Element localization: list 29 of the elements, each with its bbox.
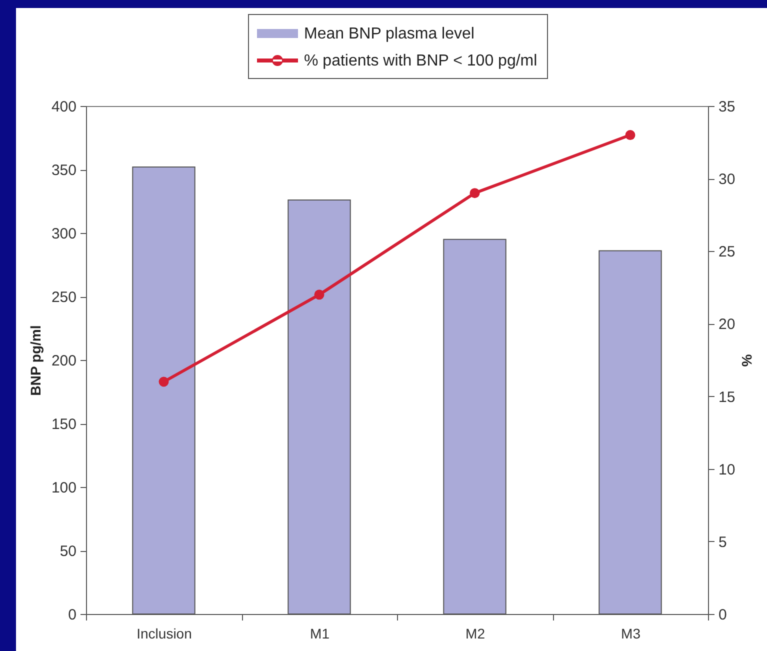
y-tick-label: 400 xyxy=(51,98,76,116)
y-tick-label: 100 xyxy=(51,480,76,496)
y-tick-label: 350 xyxy=(51,162,76,179)
x-tick-label: Inclusion xyxy=(136,626,192,642)
y2-tick-label: 20 xyxy=(718,316,736,334)
point xyxy=(470,188,480,198)
y-tick-label: 300 xyxy=(51,226,76,242)
x-tick-label: M3 xyxy=(621,626,641,642)
y2-tick-label: 0 xyxy=(718,606,727,624)
y-axis-title: BNP pg/ml xyxy=(27,325,44,396)
x-tick-label: M1 xyxy=(310,626,330,642)
y-tick-label: 150 xyxy=(51,416,76,433)
point xyxy=(158,376,169,387)
y-tick-label: 0 xyxy=(68,606,76,624)
point xyxy=(625,130,636,140)
y2-tick-label: 5 xyxy=(718,534,727,551)
y2-tick-label: 30 xyxy=(718,171,736,188)
y2-tick-label: 35 xyxy=(718,98,736,116)
y2-tick-label: 25 xyxy=(718,244,736,261)
legend-label: % patients with BNP < 100 pg/ml xyxy=(304,52,538,70)
y-tick-label: 50 xyxy=(60,543,76,560)
y2-tick-label: 10 xyxy=(718,461,736,478)
y2-axis-title: % xyxy=(739,354,756,368)
y-tick-label: 200 xyxy=(51,352,76,370)
y2-tick-label: 15 xyxy=(718,388,736,406)
x-tick-label: M2 xyxy=(466,626,486,642)
y-tick-label: 250 xyxy=(51,289,76,306)
point xyxy=(314,290,324,300)
legend-label: Mean BNP plasma level xyxy=(304,26,474,42)
